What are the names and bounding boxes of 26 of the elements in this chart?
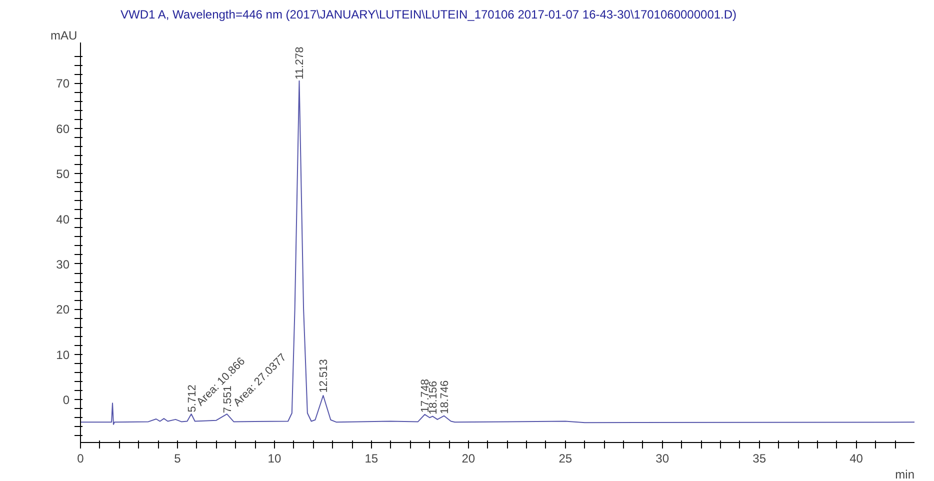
annotation: 18.746 [439,380,452,414]
x-tick-label: 10 [268,452,282,466]
x-tick-label: 15 [364,452,378,466]
y-tick-label: 50 [56,167,70,182]
annotation: 7.551 [222,386,234,414]
x-tick-label: 35 [752,452,766,466]
annotation: 5.712 [186,384,198,412]
x-axis-title: min [895,468,915,481]
x-tick-label: 40 [850,452,864,466]
annotation: 12.513 [318,359,330,393]
x-tick-label: 25 [558,452,572,466]
x-tick-label: 30 [656,452,670,466]
x-tick-label: 20 [462,452,476,466]
annotation: 11.278 [294,46,306,80]
line-series [80,80,914,425]
x-tick-label: 0 [77,452,84,466]
y-axis-title: mAU [50,28,78,42]
y-tick-label: 0 [62,393,70,408]
y-tick-label: 10 [56,348,70,362]
y-tick-label: 40 [56,212,70,226]
y-tick-label: 60 [56,122,70,136]
chart-title: VWD1 A, Wavelength=446 nm (2017\JANUARY\LUTEIN\LUTEIN_170106 2017-01-07 16-43-30\1701060000001.D) [120,8,737,22]
y-tick-label: 70 [56,76,70,91]
y-tick-label: 20 [56,302,70,317]
x-tick-label: 5 [174,452,182,466]
y-tick-label: 30 [56,257,70,272]
